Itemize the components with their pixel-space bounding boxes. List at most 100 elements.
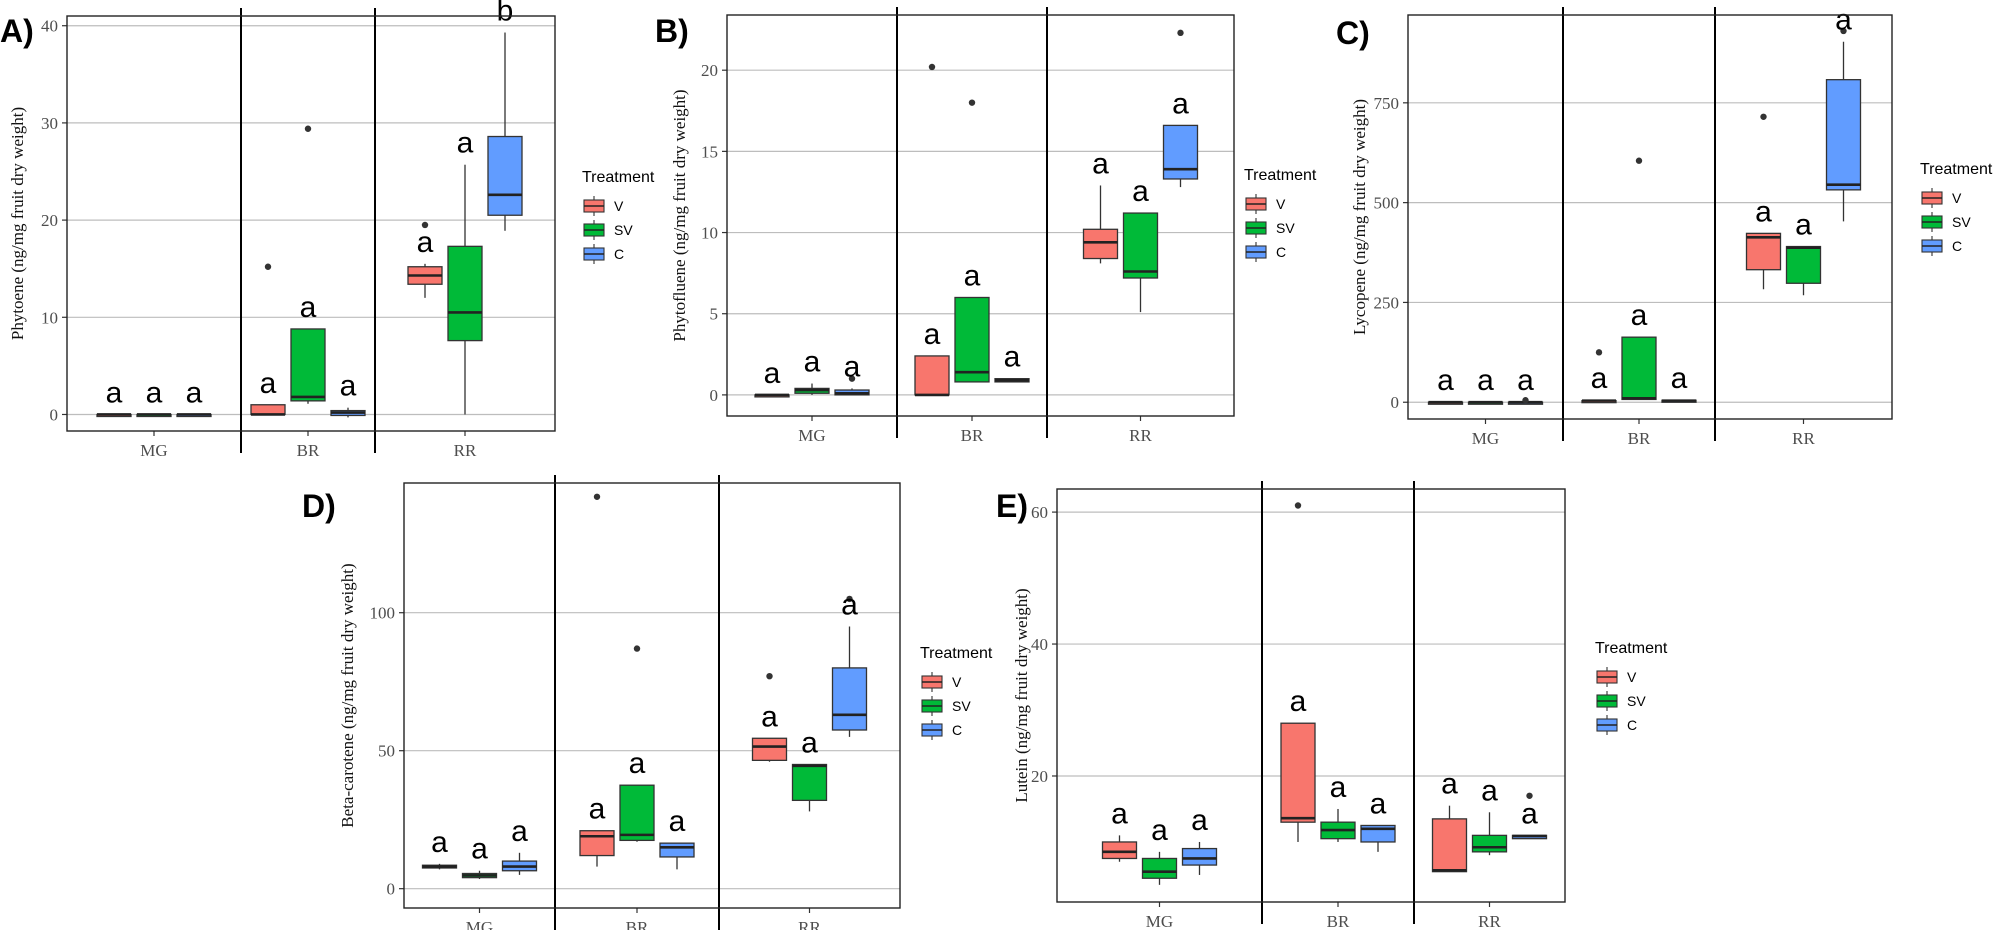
box-v-rr: a	[1431, 768, 1468, 873]
box-iqr	[1162, 124, 1199, 180]
significance-letter: a	[844, 350, 861, 383]
y-axis-label: Phytoene (ng/mg fruit dry weight)	[8, 107, 27, 340]
legend-label-sv: SV	[1627, 693, 1646, 709]
significance-letter: a	[1437, 364, 1454, 397]
y-tick-label: 20	[1031, 767, 1048, 786]
significance-letter: a	[511, 815, 528, 848]
significance-letter: b	[497, 0, 514, 28]
y-axis-label: Lutein (ng/mg fruit dry weight)	[1012, 588, 1031, 802]
significance-letter: a	[146, 376, 163, 409]
legend-label-c: C	[1952, 238, 1962, 254]
outlier-point	[421, 221, 429, 229]
y-tick-label: 250	[1374, 293, 1400, 312]
significance-letter: a	[1330, 771, 1347, 804]
box-sv-rr: a	[1785, 209, 1822, 296]
box-iqr	[1280, 722, 1316, 823]
significance-letter: a	[1441, 768, 1458, 801]
y-tick-label: 20	[701, 61, 718, 80]
legend-title: Treatment	[1920, 161, 1993, 178]
x-tick-label-rr: RR	[454, 441, 477, 460]
box-c-mg: a	[834, 350, 870, 396]
plot-frame	[1056, 488, 1566, 903]
outlier-point	[593, 493, 601, 500]
y-tick-label: 0	[50, 405, 59, 424]
outlier-point	[846, 595, 853, 603]
legend-label-c: C	[952, 722, 962, 738]
plot-frame	[726, 14, 1235, 417]
significance-letter: a	[1477, 364, 1494, 397]
box-iqr	[751, 737, 788, 762]
box-iqr	[579, 830, 615, 857]
significance-letter: a	[1290, 685, 1307, 718]
legend-label-sv: SV	[614, 222, 633, 238]
box-v-br: a	[914, 63, 950, 397]
significance-letter: a	[186, 376, 203, 409]
x-tick-label-br: BR	[1327, 912, 1350, 930]
y-tick-label: 100	[370, 604, 396, 623]
significance-letter: a	[924, 318, 941, 351]
outlier-point	[1294, 502, 1302, 509]
x-tick-label-rr: RR	[798, 918, 821, 930]
legend: Treatment V SV C	[1244, 167, 1317, 262]
box-v-br: a	[1581, 349, 1617, 404]
box-iqr	[487, 135, 523, 216]
significance-letter: a	[1835, 4, 1852, 37]
x-tick-label-br: BR	[961, 426, 984, 445]
y-tick-label: 10	[41, 308, 58, 327]
outlier-point	[633, 645, 641, 652]
box-v-mg: a	[421, 826, 458, 870]
x-tick-label-br: BR	[626, 918, 649, 930]
box-v-rr: a	[1745, 113, 1782, 290]
box-v-mg: a	[1427, 364, 1464, 405]
significance-letter: a	[764, 357, 781, 390]
significance-letter: a	[1517, 364, 1534, 397]
significance-letter: a	[1191, 804, 1208, 837]
legend: Treatment V SV C	[582, 169, 655, 264]
y-tick-label: 0	[710, 386, 719, 405]
y-axis-label: Beta-carotene (ng/mg fruit dry weight)	[338, 563, 357, 827]
significance-letter: a	[300, 291, 317, 324]
significance-letter: a	[804, 346, 821, 379]
box-iqr	[831, 667, 868, 731]
y-tick-label: 500	[1374, 194, 1400, 213]
box-sv-br: a	[1621, 157, 1657, 401]
legend-label-v: V	[614, 198, 624, 214]
box-v-br: a	[250, 263, 286, 416]
outlier-point	[928, 63, 936, 71]
significance-letter: a	[1111, 797, 1128, 830]
significance-letter: a	[1671, 362, 1688, 395]
y-tick-label: 50	[378, 742, 395, 761]
box-sv-mg: a	[1467, 364, 1504, 405]
box-sv-mg: a	[136, 376, 172, 418]
significance-letter: a	[761, 700, 778, 733]
legend: Treatment V SV C	[920, 645, 993, 740]
y-tick-label: 5	[710, 305, 719, 324]
box-iqr	[1785, 245, 1822, 284]
plot-background	[1057, 489, 1565, 902]
box-v-br: a	[1280, 502, 1316, 842]
box-c-rr: a	[831, 589, 868, 737]
box-c-rr: a	[1511, 792, 1548, 840]
x-tick-label-mg: MG	[798, 426, 825, 445]
box-iqr	[619, 784, 655, 842]
legend-label-c: C	[614, 246, 624, 262]
significance-letter: a	[1521, 797, 1538, 830]
legend-title: Treatment	[1244, 167, 1317, 184]
box-iqr	[1621, 336, 1657, 401]
significance-letter: a	[1172, 87, 1189, 120]
significance-letter: a	[431, 826, 448, 859]
box-iqr	[791, 763, 828, 802]
x-tick-label-mg: MG	[1472, 429, 1499, 448]
significance-letter: a	[801, 726, 818, 759]
box-iqr	[954, 296, 990, 383]
box-v-mg: a	[1101, 797, 1138, 862]
significance-letter: a	[964, 259, 981, 292]
significance-letter: a	[1370, 787, 1387, 820]
outlier-point	[1840, 27, 1847, 35]
significance-letter: a	[841, 589, 858, 622]
legend: Treatment V SV C	[1920, 161, 1993, 256]
box-iqr	[1431, 818, 1468, 873]
